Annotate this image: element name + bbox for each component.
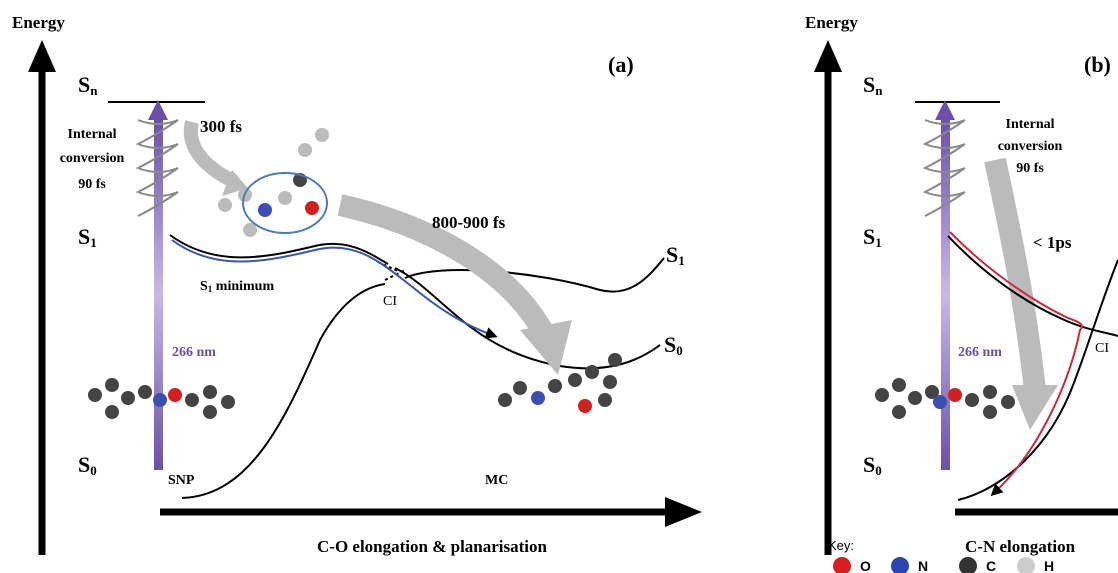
s1-curve (947, 235, 1118, 337)
state-label: Sn (78, 72, 98, 98)
ci-dots (377, 261, 406, 281)
ci-label: CI (383, 294, 397, 309)
excitation-head (148, 100, 168, 120)
time-label: 800-900 fs (432, 213, 506, 232)
ci-label: CI (1095, 341, 1109, 356)
s0-curve (394, 267, 661, 370)
x-axis-label: C-N elongation (965, 537, 1076, 556)
x-axis-head (665, 497, 702, 527)
excitation-head (935, 100, 955, 120)
end-label: MC (485, 473, 508, 488)
key-swatch (959, 557, 977, 573)
state-label: S1 (863, 224, 882, 250)
molecule (218, 128, 329, 237)
time-label: < 1ps (1033, 233, 1072, 252)
ic-label: 90 fs (1016, 161, 1044, 176)
excitation-label: 266 nm (958, 345, 1002, 360)
state-label: S1 (78, 224, 97, 250)
molecule (875, 378, 1015, 419)
state-label: S1 (666, 242, 685, 268)
s1-minimum-label: S1 minimum (200, 279, 274, 294)
key-swatch (891, 557, 909, 573)
panel-label: (a) (608, 52, 634, 77)
ic-label: Internal (68, 127, 117, 142)
gray-arrow (984, 157, 1046, 392)
key-item: H (1044, 558, 1054, 573)
ic-label: conversion (60, 151, 125, 166)
molecule (88, 378, 235, 419)
state-label: S0 (863, 452, 882, 478)
time-label: 300 fs (200, 117, 242, 136)
y-axis-head (28, 40, 56, 72)
y-axis-head (814, 40, 842, 72)
ic-spiral (135, 119, 179, 217)
s0-curve (181, 283, 386, 499)
gray-arrow (183, 120, 239, 189)
molecule (498, 353, 622, 413)
s1-curve (169, 234, 389, 265)
s1-curve (404, 257, 665, 293)
ic-label: conversion (998, 139, 1063, 154)
panel-label: (b) (1084, 52, 1111, 77)
path-arrow (171, 239, 498, 339)
gray-arrow-head (1012, 385, 1058, 430)
key-title: Key: (828, 538, 854, 553)
excitation-label: 266 nm (172, 345, 216, 360)
gray-arrow-head (520, 320, 572, 375)
y-axis-label: Energy (805, 13, 858, 32)
key-swatch (833, 557, 851, 573)
key: Key: O N C H (828, 538, 1054, 573)
x-axis-label: C-O elongation & planarisation (317, 537, 548, 556)
path-arrow (949, 231, 1083, 497)
gray-arrow (337, 194, 555, 341)
panel-a: Energy (a) C-O elongation & planarisatio… (12, 13, 702, 556)
state-label: S0 (664, 332, 683, 358)
panel-b: Energy (b) C-N elongation Sn S1 S0 Inter… (805, 13, 1118, 556)
state-label: Sn (863, 72, 883, 98)
state-label: S0 (78, 452, 97, 478)
ic-spiral (922, 119, 966, 217)
start-label: SNP (168, 473, 195, 488)
ic-label: Internal (1006, 117, 1055, 132)
ic-label: 90 fs (78, 177, 106, 192)
key-swatch (1017, 557, 1035, 573)
key-item: O (860, 558, 871, 573)
excitation-arrow (941, 118, 950, 470)
excitation-arrow (154, 118, 163, 470)
y-axis-label: Energy (12, 13, 65, 32)
key-item: C (986, 558, 996, 573)
key-item: N (918, 558, 928, 573)
